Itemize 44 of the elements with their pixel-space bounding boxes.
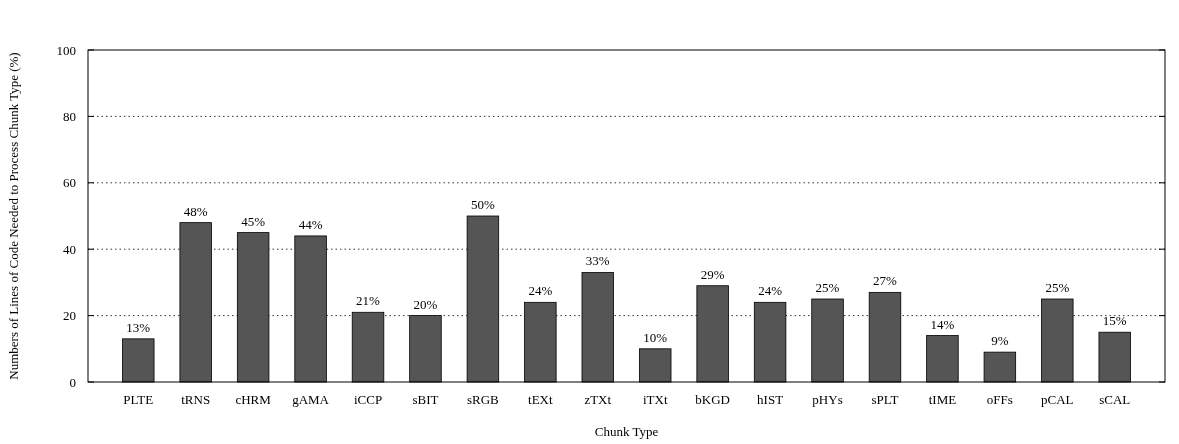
y-tick-label: 0	[69, 374, 76, 390]
y-axis-title: Numbers of Lines of Code Needed to Process Chunk Type (%)	[6, 52, 21, 380]
data-label: 50%	[470, 197, 495, 212]
x-axis-title: Chunk Type	[594, 424, 659, 439]
data-label: 48%	[183, 203, 208, 219]
data-label: 14%	[930, 316, 955, 332]
data-label: 25%	[815, 280, 840, 295]
data-label: 29%	[700, 266, 725, 282]
x-tick-label: zTXt	[584, 392, 612, 407]
data-label: 15%	[1102, 313, 1127, 329]
x-tick-label: sBIT	[412, 392, 439, 407]
y-tick-label: 100	[56, 42, 76, 58]
data-label: 9%	[991, 333, 1009, 349]
y-tick-label: 40	[63, 241, 76, 257]
x-tick-label: gAMA	[292, 392, 330, 407]
data-label: 45%	[241, 213, 266, 229]
x-tick-label: iCCP	[353, 392, 383, 407]
x-tick-label: iTXt	[642, 392, 668, 407]
x-tick-label: sRGB	[467, 392, 500, 407]
x-tick-label: cHRM	[235, 392, 272, 407]
data-label: 25%	[1045, 280, 1070, 295]
x-tick-label: pHYs	[812, 392, 843, 407]
x-tick-label: tIME	[928, 392, 957, 407]
x-tick-label: PLTE	[123, 392, 154, 407]
x-tick-label: tEXt	[528, 392, 553, 407]
data-label: 24%	[528, 283, 553, 299]
data-label: 20%	[413, 296, 438, 312]
x-tick-label: oFFs	[986, 392, 1013, 407]
y-tick-label: 20	[63, 308, 76, 324]
y-tick-label: 80	[63, 108, 76, 124]
x-tick-label: sPLT	[871, 392, 899, 407]
x-tick-label: pCAL	[1041, 392, 1074, 407]
data-label: 21%	[356, 293, 381, 309]
x-tick-label: tRNS	[181, 392, 211, 407]
x-tick-label: hIST	[757, 392, 784, 407]
data-label: 13%	[126, 319, 151, 335]
y-tick-label: 60	[63, 175, 76, 191]
data-label: 10%	[643, 329, 668, 345]
data-label: 24%	[758, 283, 783, 299]
x-tick-label: bKGD	[695, 392, 730, 407]
data-label: 44%	[298, 216, 323, 232]
x-tick-label: sCAL	[1099, 392, 1131, 407]
data-label: 33%	[585, 253, 610, 269]
data-label: 27%	[873, 273, 898, 289]
